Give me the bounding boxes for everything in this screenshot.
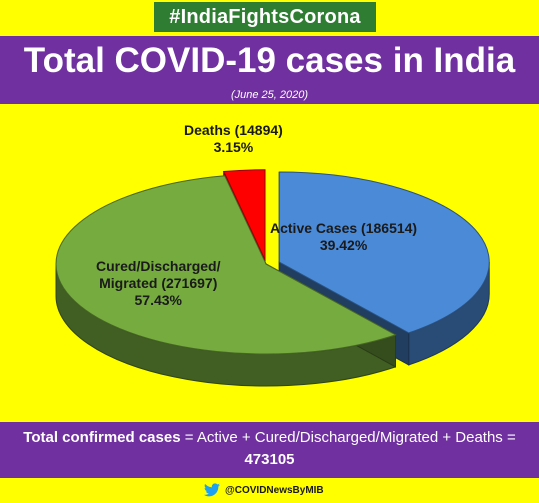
twitter-bird-icon (204, 483, 220, 497)
label-active-name: Active Cases (186514) (270, 220, 418, 236)
pie-slice-deaths (222, 169, 266, 260)
label-cured-percent: 57.43% (134, 292, 182, 308)
twitter-handle: @COVIDNewsByMIB (225, 484, 324, 496)
pie-slice-active-cases (278, 171, 490, 334)
footer-band (0, 422, 539, 478)
twitter-credit: @COVIDNewsByMIB (204, 480, 324, 500)
pie-slice-cured-discharged-migrated (55, 175, 397, 355)
pie-chart: Deaths (14894) 3.15% Active Cases (18651… (0, 104, 539, 422)
label-cured-line2: Migrated (271697) (99, 275, 218, 291)
label-deaths-percent: 3.15% (213, 139, 254, 155)
title-band (0, 36, 539, 86)
total-confirmed-formula: = Active + Cured/Discharged/Migrated + D… (180, 429, 516, 446)
total-confirmed-value: 473105 (244, 451, 295, 468)
label-cured-line1: Cured/Discharged/ (96, 258, 221, 274)
label-deaths-name: Deaths (14894) (184, 122, 283, 138)
label-active: Active Cases (186514) 39.42% (270, 220, 417, 254)
hashtag-banner: #IndiaFightsCorona (154, 2, 376, 32)
label-active-percent: 39.42% (319, 237, 368, 253)
total-confirmed-text: Total confirmed cases = Active + Cured/D… (10, 427, 529, 471)
page-title: Total COVID-19 cases in India (23, 41, 516, 80)
label-cured: Cured/Discharged/ Migrated (271697) 57.4… (96, 258, 220, 309)
pie-chart-svg (55, 169, 490, 387)
label-deaths: Deaths (14894) 3.15% (184, 122, 283, 156)
report-date: (June 25, 2020) (230, 89, 309, 101)
date-band (0, 86, 539, 104)
total-confirmed-label: Total confirmed cases (23, 429, 181, 446)
